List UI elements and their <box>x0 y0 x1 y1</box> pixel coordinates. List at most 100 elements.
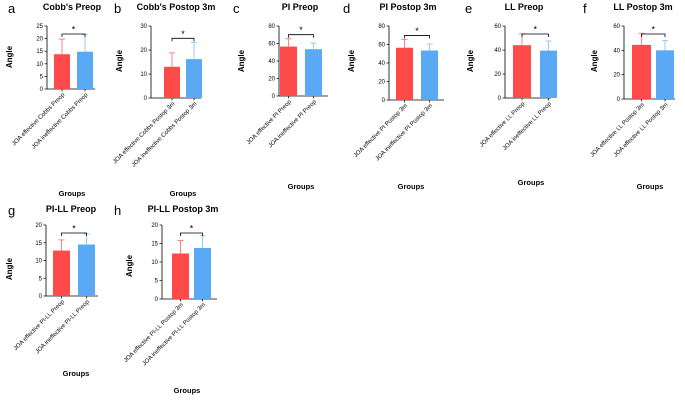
chart-f-title: LL Postop 3m <box>613 2 672 12</box>
chart-b-x-axis-label: Groups <box>170 189 197 198</box>
chart-c-y-tick-label-0: 0 <box>272 94 276 100</box>
chart-d-y-tick-label-0: 0 <box>382 98 386 104</box>
chart-e-x-axis-label: Groups <box>518 178 545 187</box>
chart-d-y-tick-label-1: 20 <box>378 80 385 86</box>
chart-f-y-axis-label: Angle <box>590 49 599 72</box>
chart-e-bar-1 <box>540 50 557 98</box>
chart-c-y-tick-label-4: 80 <box>268 24 275 30</box>
chart-g-title: PI-LL Preop <box>46 204 97 214</box>
chart-e-category-label-1: JOA ineffective LL Preop <box>502 101 553 152</box>
chart-d-category-label-1: JOA ineffective PI Postop 3m <box>375 103 434 162</box>
chart-f-y-tick-label-2: 40 <box>613 48 620 54</box>
chart-h-y-tick-label-2: 10 <box>151 260 158 266</box>
chart-d-bar-0 <box>396 47 413 100</box>
chart-d-y-tick-label-4: 80 <box>378 24 385 30</box>
chart-b-bar-0 <box>164 66 180 98</box>
chart-g-category-label-0: JOA effective PI-LL Preop <box>13 299 66 352</box>
chart-h-y-tick-label-1: 5 <box>155 279 159 285</box>
chart-g-y-tick-label-2: 10 <box>35 259 42 265</box>
chart-b-panel-letter: b <box>114 1 121 16</box>
chart-d-y-axis-label: Angle <box>347 49 356 72</box>
chart-c-y-tick-label-3: 60 <box>268 42 275 48</box>
chart-d-y-tick-label-3: 60 <box>378 43 385 49</box>
chart-g-bar-0 <box>53 250 70 296</box>
chart-h-bar-1 <box>194 247 211 299</box>
chart-f-y-tick-label-0: 0 <box>617 97 621 103</box>
chart-e-title: LL Preop <box>505 2 544 12</box>
chart-a-bar-0 <box>54 54 70 89</box>
chart-a-y-tick-label-1: 5 <box>40 74 44 80</box>
chart-d-x-axis-label: Groups <box>398 182 425 191</box>
chart-f-bar-1 <box>656 50 674 99</box>
chart-c-y-tick-label-1: 20 <box>268 77 275 83</box>
chart-a-significance-bracket <box>61 33 86 37</box>
chart-g-y-tick-label-1: 5 <box>39 276 43 282</box>
chart-h-y-tick-label-3: 15 <box>151 242 158 248</box>
chart-h-x-axis-label: Groups <box>174 386 201 395</box>
chart-f-significance-label: * <box>651 25 655 35</box>
chart-e-y-tick-label-3: 60 <box>494 24 501 30</box>
chart-g-y-tick-label-3: 15 <box>35 241 42 247</box>
chart-e-category-label-0: JOA effective LL Preop <box>479 101 527 149</box>
chart-a-x-axis-label: Groups <box>59 189 86 198</box>
chart-b-y-tick-label-2: 20 <box>140 48 147 54</box>
chart-g-significance-bracket <box>61 232 87 236</box>
chart-a-y-tick-label-2: 10 <box>36 62 43 68</box>
chart-g-y-axis-label: Angle <box>5 257 14 280</box>
chart-g-significance-label: * <box>72 224 76 234</box>
chart-e-panel-letter: e <box>465 1 472 16</box>
chart-d-significance-bracket <box>404 35 430 39</box>
chart-b-title: Cobb's Postop 3m <box>137 2 216 12</box>
chart-f-panel-letter: f <box>583 1 587 16</box>
chart-c-x-axis-label: Groups <box>288 182 315 191</box>
chart-c-title: PI Preop <box>282 2 319 12</box>
chart-h-panel-letter: h <box>114 203 121 218</box>
chart-h-y-tick-label-0: 0 <box>155 297 159 303</box>
chart-d-panel-letter: d <box>343 1 350 16</box>
chart-e-significance-label: * <box>533 25 537 35</box>
chart-a-y-tick-label-5: 25 <box>36 24 43 30</box>
chart-d-significance-label: * <box>415 26 419 36</box>
chart-h-y-tick-label-4: 20 <box>151 223 158 229</box>
chart-g-bar-1 <box>78 244 95 296</box>
chart-g-y-tick-label-0: 0 <box>39 294 43 300</box>
chart-b-significance-label: * <box>181 29 185 39</box>
chart-e-y-tick-label-2: 40 <box>494 48 501 54</box>
chart-c-category-label-0: JOA effective PI Preop <box>246 99 293 146</box>
chart-a-y-tick-label-0: 0 <box>40 87 44 93</box>
chart-d-bar-1 <box>421 50 438 100</box>
chart-d-y-tick-label-2: 40 <box>378 61 385 67</box>
chart-a-significance-label: * <box>72 25 76 35</box>
chart-e-y-axis-label: Angle <box>466 49 475 72</box>
chart-c-bar-1 <box>305 49 322 96</box>
chart-h-bar-0 <box>172 253 189 299</box>
chart-g-category-label-1: JOA ineffective PI-LL Preop <box>35 299 92 356</box>
chart-b-y-tick-label-3: 30 <box>140 24 147 30</box>
chart-e-significance-bracket <box>521 33 549 37</box>
chart-a-panel-letter: a <box>8 1 16 16</box>
chart-c-category-label-1: JOA ineffective PI Preop <box>268 99 319 150</box>
chart-f-bar-0 <box>632 44 651 99</box>
chart-e-bar-0 <box>513 45 531 98</box>
chart-h-y-axis-label: Angle <box>125 254 134 277</box>
chart-f-significance-bracket <box>641 33 666 37</box>
chart-a-y-tick-label-4: 20 <box>36 37 43 43</box>
chart-d-title: PI Postop 3m <box>379 2 436 12</box>
chart-c-panel-letter: c <box>233 1 240 16</box>
chart-a-y-axis-label: Angle <box>5 45 14 68</box>
chart-c-bar-0 <box>280 46 297 96</box>
chart-h-title: PI-LL Postop 3m <box>148 204 219 214</box>
chart-a-bar-1 <box>77 51 93 89</box>
chart-g-y-tick-label-4: 20 <box>35 223 42 229</box>
chart-a-title: Cobb's Preop <box>43 2 102 12</box>
chart-b-y-tick-label-0: 0 <box>144 96 148 102</box>
chart-c-significance-label: * <box>299 25 303 35</box>
chart-g-x-axis-label: Groups <box>63 369 90 378</box>
chart-c-significance-bracket <box>288 34 314 38</box>
chart-h-significance-bracket <box>180 232 203 236</box>
chart-b-y-tick-label-1: 10 <box>140 72 147 78</box>
chart-f-x-axis-label: Groups <box>637 182 664 191</box>
chart-b-y-axis-label: Angle <box>115 49 124 72</box>
chart-c-y-axis-label: Angle <box>237 49 246 72</box>
